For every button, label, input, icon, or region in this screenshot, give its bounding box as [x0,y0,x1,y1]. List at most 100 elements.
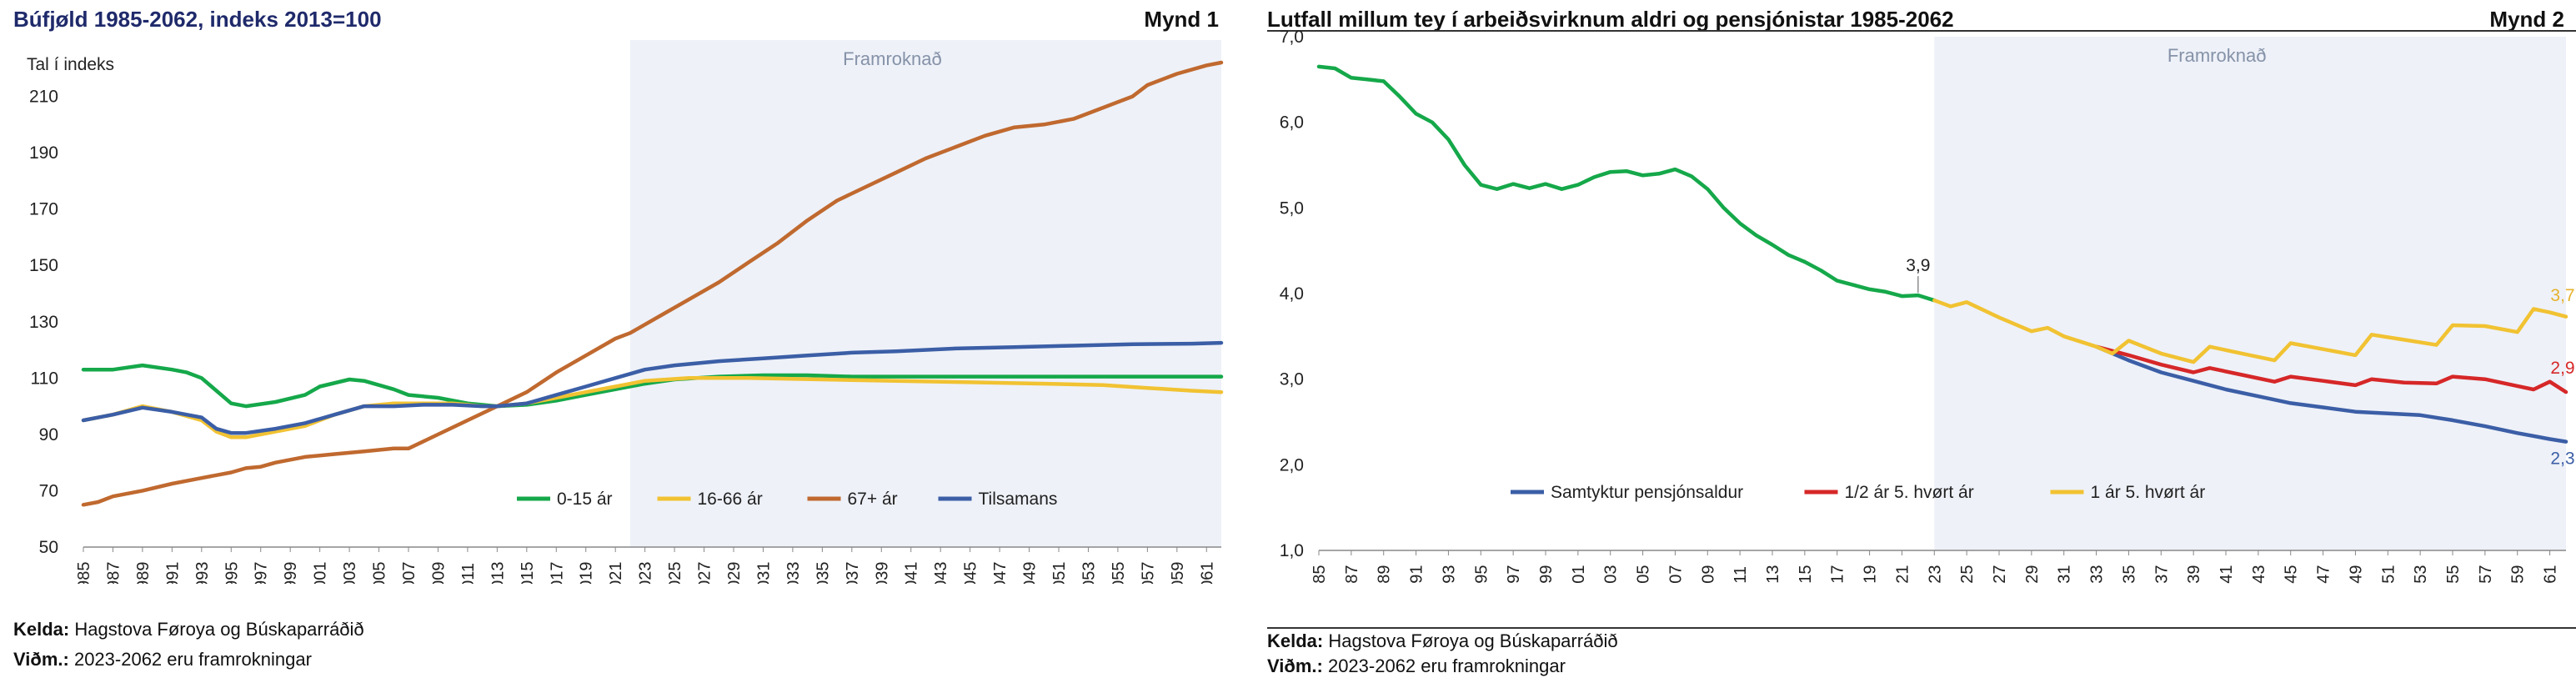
x-tick-label: 1985 [75,562,93,585]
y-tick-label: 150 [29,256,58,275]
x-tick-label: 2029 [2023,565,2042,585]
x-tick-label: 1989 [1376,565,1394,585]
x-tick-label: 2057 [1139,562,1157,585]
legend-label: 1/2 ár 5. hvørt ár [1845,483,1974,502]
x-tick-label: 1991 [1408,565,1426,585]
x-tick-label: 2061 [2542,565,2560,585]
y-tick-label: 1,0 [1280,541,1304,560]
series-line [1316,64,1937,303]
line-chart-population-index: Tal í indeks Framroknað 50 70 90 110 130 150 170… [27,40,1224,585]
x-tick-label: 1987 [1343,565,1361,585]
x-tick-label: 2013 [489,562,507,585]
data-label: 2,9 [2550,359,2574,378]
x-tick-label: 2047 [2315,565,2333,585]
legend-label: Tilsamans [979,490,1058,509]
source-text: Hagstova Føroya og Búskaparráðið [74,619,364,640]
x-tick-label: 2059 [1169,562,1187,585]
chart-title: Lutfall millum tey í arbeiðsvirknum aldr… [1267,7,1954,32]
y-tick-label: 2,0 [1280,455,1304,475]
series-line [81,340,1224,435]
y-tick-label: 7,0 [1280,28,1304,47]
x-tick-label: 2001 [1570,565,1588,585]
legend-label: 67+ ár [848,490,898,509]
x-tick-label: 2011 [1732,566,1750,584]
projection-label: Framroknað [843,48,942,69]
y-tick-label: 4,0 [1280,284,1304,304]
legend-label: Samtyktur pensjónsaldur [1551,483,1743,502]
source-label: Kelda: [1267,630,1324,651]
x-tick-label: 2011 [459,563,478,584]
x-tick-label: 1999 [282,562,300,585]
x-tick-label: 2033 [2088,565,2107,585]
x-tick-label: 2017 [548,562,566,585]
x-tick-label: 1993 [1440,565,1458,585]
note-label: Viðm.: [13,649,69,670]
x-tick-label: 2055 [2444,565,2463,585]
x-tick-label: 2015 [519,562,537,585]
x-tick-label: 2021 [1893,565,1912,585]
note-label: Viðm.: [1267,655,1323,676]
legend-label: 1 ár 5. hvørt ár [2091,483,2206,502]
x-tick-label: 2049 [1021,562,1040,585]
x-tick-label: 2003 [341,562,359,585]
x-tick-label: 2049 [2347,565,2365,585]
x-tick-label: 2015 [1797,565,1815,585]
x-tick-label: 1997 [1505,565,1523,585]
data-label: 3,7 [2550,286,2574,305]
x-tick-label: 2033 [784,562,803,585]
x-tick-label: 1987 [104,562,123,585]
series-line [1932,298,2568,364]
x-tick-label: 2043 [932,562,950,585]
data-label: 2,3 [2550,449,2574,469]
y-tick-label: 130 [29,313,58,332]
y-tick-label: 190 [29,143,58,163]
y-tick-label: 5,0 [1280,198,1304,218]
x-tick-label: 2009 [429,562,448,585]
x-tick-label: 2045 [962,562,980,585]
x-tick-label: 1989 [134,562,153,585]
x-tick-label: 2007 [400,562,418,585]
note-line: Viðm.: 2023-2062 eru framrokningar [13,649,312,670]
x-tick-label: 2017 [1829,565,1847,585]
x-tick-label: 2027 [696,562,714,585]
x-tick-label: 2013 [1764,565,1782,585]
series-line [2094,344,2568,394]
x-tick-label: 2003 [1602,565,1621,585]
x-tick-label: 2057 [2477,565,2495,585]
x-tick-label: 2019 [1862,565,1880,585]
x-tick-label: 1991 [163,562,182,585]
x-tick-label: 2055 [1110,562,1128,585]
y-tick-label: 90 [39,425,58,444]
x-tick-label: 2037 [2153,565,2171,585]
x-tick-label: 2029 [725,562,744,585]
projection-region [629,40,1221,547]
footer-divider [1267,627,2576,629]
x-tick-label: 1997 [253,562,271,585]
x-tick-label: 2051 [2379,565,2398,585]
x-tick-label: 2009 [1699,565,1717,585]
x-tick-label: 2027 [1991,565,2009,585]
x-tick-label: 2025 [666,562,684,585]
chart-panel-mynd2: Lutfall millum tey í arbeiðsvirknum aldr… [1267,0,2576,678]
x-tick-label: 2061 [1198,562,1216,585]
projection-region [1934,37,2566,550]
x-tick-label: 2051 [1050,562,1069,585]
note-text: 2023-2062 eru framrokningar [73,649,312,670]
y-tick-label: 70 [39,481,58,500]
x-tick-label: 2059 [2509,565,2528,585]
x-tick-label: 2039 [873,562,891,585]
x-tick-label: 2025 [1958,565,1977,585]
x-tick-label: 2045 [2283,565,2301,585]
data-label: 3,9 [1906,256,1930,275]
y-tick-label: 50 [39,538,58,557]
x-tick-label: 2001 [312,562,330,585]
x-tick-label: 2053 [2412,565,2430,585]
x-tick-label: 2053 [1080,562,1098,585]
x-tick-label: 1995 [1472,565,1491,585]
line-chart-dependency-ratio: Framroknað 1,0 2,0 3,0 4,0 5,0 6,0 7,0 1985 1987 1… [1280,28,2575,585]
x-tick-label: 1999 [1537,565,1556,585]
x-tick-label: 2007 [1666,565,1685,585]
x-tick-label: 2035 [2120,565,2138,585]
y-axis-title: Tal í indeks [27,55,114,74]
